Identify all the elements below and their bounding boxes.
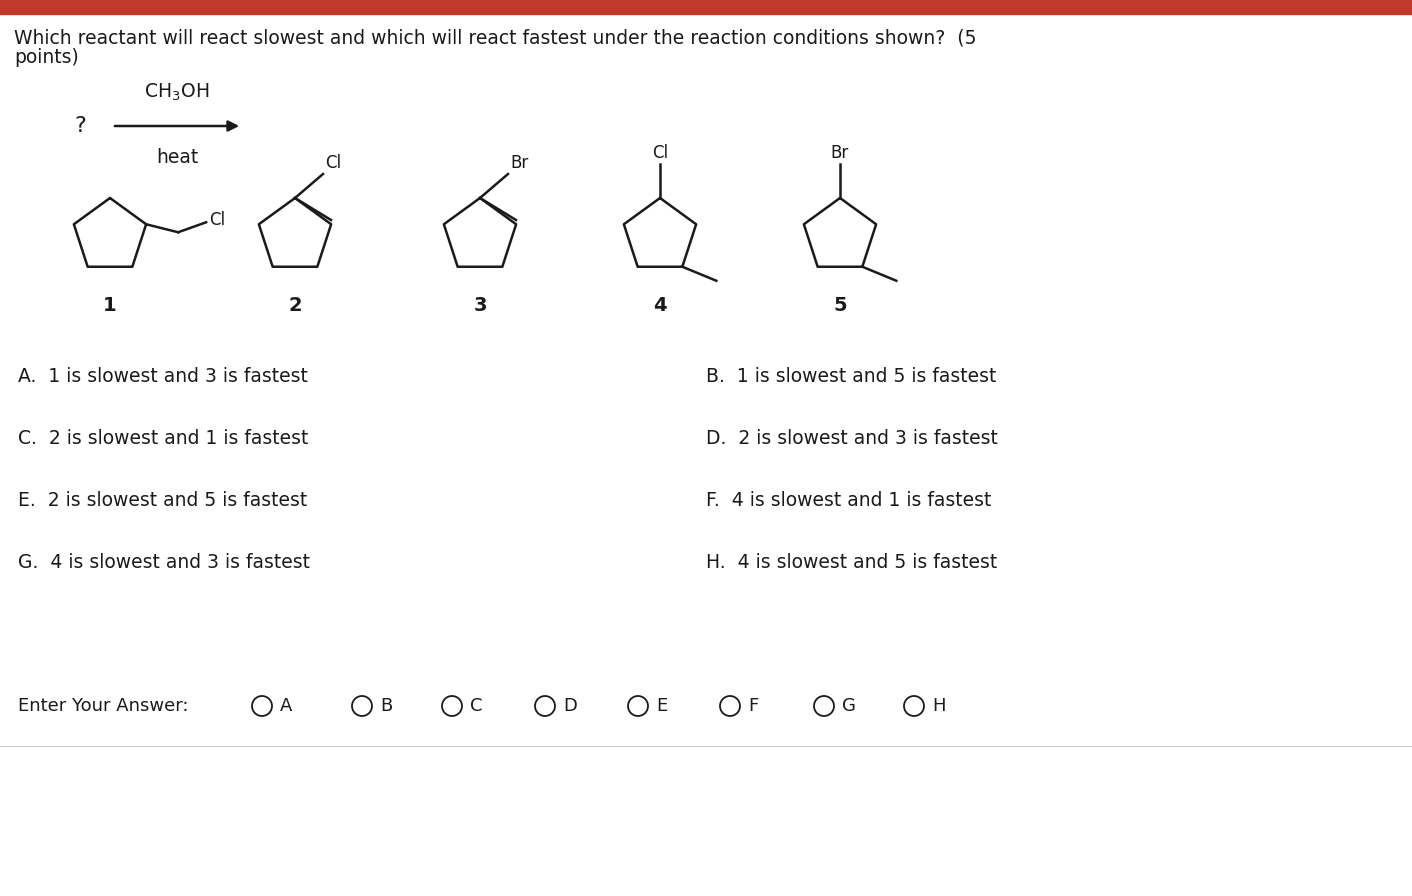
Text: A: A	[280, 697, 292, 715]
Text: B: B	[380, 697, 393, 715]
Text: G.  4 is slowest and 3 is fastest: G. 4 is slowest and 3 is fastest	[18, 553, 311, 572]
Text: G: G	[842, 697, 856, 715]
Text: Br: Br	[510, 154, 528, 172]
Text: F.  4 is slowest and 1 is fastest: F. 4 is slowest and 1 is fastest	[706, 490, 991, 510]
Text: 3: 3	[473, 296, 487, 315]
Text: 2: 2	[288, 296, 302, 315]
Text: ?: ?	[73, 116, 86, 136]
Text: heat: heat	[155, 148, 198, 167]
Text: E: E	[657, 697, 668, 715]
Text: C.  2 is slowest and 1 is fastest: C. 2 is slowest and 1 is fastest	[18, 428, 308, 447]
Text: Which reactant will react slowest and which will react fastest under the reactio: Which reactant will react slowest and wh…	[14, 28, 977, 47]
Bar	[0, 0, 1412, 14]
Text: 5: 5	[833, 296, 847, 315]
Text: 4: 4	[654, 296, 666, 315]
Text: A.  1 is slowest and 3 is fastest: A. 1 is slowest and 3 is fastest	[18, 366, 308, 385]
Text: Cl: Cl	[325, 154, 342, 172]
Text: 1: 1	[103, 296, 117, 315]
Text: C: C	[470, 697, 483, 715]
Text: F: F	[748, 697, 758, 715]
Text: CH$_3$OH: CH$_3$OH	[144, 82, 209, 103]
Text: B.  1 is slowest and 5 is fastest: B. 1 is slowest and 5 is fastest	[706, 366, 997, 385]
Text: H.  4 is slowest and 5 is fastest: H. 4 is slowest and 5 is fastest	[706, 553, 997, 572]
Text: D.  2 is slowest and 3 is fastest: D. 2 is slowest and 3 is fastest	[706, 428, 998, 447]
Text: points): points)	[14, 48, 79, 67]
Text: Cl: Cl	[652, 144, 668, 162]
Text: D: D	[563, 697, 578, 715]
Text: Cl: Cl	[209, 211, 226, 229]
Text: Br: Br	[830, 144, 849, 162]
Text: Enter Your Answer:: Enter Your Answer:	[18, 697, 188, 715]
Text: E.  2 is slowest and 5 is fastest: E. 2 is slowest and 5 is fastest	[18, 490, 308, 510]
Text: H: H	[932, 697, 946, 715]
